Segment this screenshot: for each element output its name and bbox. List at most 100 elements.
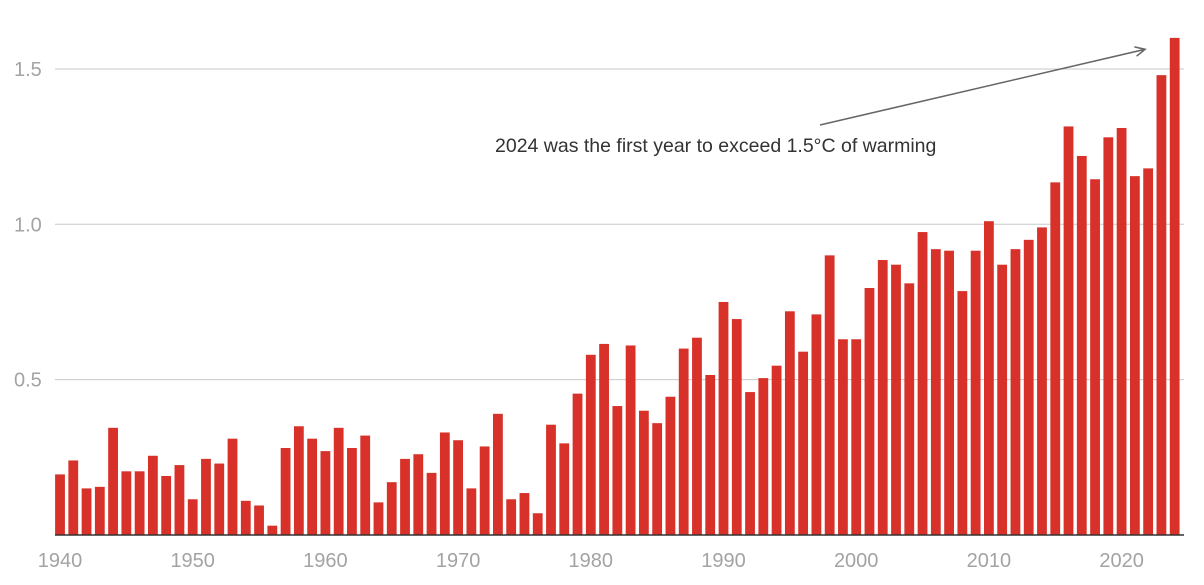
- bar-1960: [320, 451, 331, 535]
- bar-1988: [692, 337, 702, 535]
- bar-2001: [864, 287, 875, 535]
- bar-2019: [1103, 137, 1114, 535]
- bar-1965: [386, 482, 397, 535]
- bar-1941: [68, 460, 79, 535]
- bar-2012: [1010, 249, 1021, 535]
- bar-1955: [254, 505, 264, 535]
- bar-1980: [585, 354, 596, 535]
- bar-1972: [479, 446, 490, 535]
- bar-2018: [1090, 179, 1100, 535]
- bar-1968: [426, 472, 437, 535]
- bar-1950: [187, 499, 198, 535]
- bar-2008: [957, 291, 968, 535]
- bar-2014: [1037, 227, 1047, 536]
- y-tick-label: 1.0: [14, 214, 42, 236]
- bar-1951: [201, 458, 211, 535]
- bar-1962: [347, 448, 357, 535]
- bar-1967: [413, 454, 424, 535]
- bar-1956: [267, 525, 278, 535]
- bar-1993: [758, 378, 769, 535]
- bar-1986: [665, 396, 676, 535]
- annotation-arrow: [819, 48, 1146, 126]
- bars: [55, 37, 1180, 536]
- bar-2003: [891, 264, 901, 535]
- bar-1954: [240, 500, 251, 535]
- bar-1994: [771, 365, 782, 535]
- bar-2006: [930, 249, 941, 535]
- x-tick-label: 2010: [967, 550, 1012, 572]
- gridlines: [55, 68, 1184, 381]
- bar-2011: [997, 264, 1008, 535]
- bar-1970: [453, 440, 463, 535]
- bar-1987: [678, 348, 689, 535]
- bar-1946: [134, 471, 145, 535]
- bar-2022: [1143, 168, 1154, 535]
- bar-1948: [161, 475, 172, 535]
- bar-1999: [838, 339, 848, 535]
- bar-2021: [1129, 176, 1140, 536]
- bar-1953: [227, 438, 238, 535]
- bar-1961: [333, 427, 344, 535]
- bar-2016: [1063, 126, 1074, 535]
- x-tick-label: 1980: [569, 550, 614, 572]
- bar-1985: [652, 423, 663, 535]
- bar-1959: [307, 438, 318, 535]
- bar-1990: [718, 301, 729, 535]
- bar-1989: [705, 374, 716, 535]
- y-tick-label: 1.5: [14, 59, 42, 81]
- x-axis-ticks: 1940 1950 1960 1970 1980 1990 2000 2010 2020: [38, 550, 1144, 572]
- bar-1958: [293, 426, 304, 535]
- bar-2023: [1156, 75, 1167, 535]
- x-tick-label: 2000: [834, 550, 879, 572]
- bar-1952: [214, 463, 225, 535]
- bar-1991: [731, 319, 742, 535]
- bar-2002: [877, 260, 888, 535]
- bar-2010: [984, 221, 994, 535]
- bar-1997: [811, 314, 822, 535]
- bar-1957: [280, 448, 291, 535]
- annotation-text: 2024 was the first year to exceed 1.5°C …: [495, 135, 936, 157]
- bar-2004: [904, 283, 915, 535]
- bar-1947: [147, 455, 158, 535]
- bar-1984: [638, 410, 649, 535]
- bar-2000: [851, 339, 862, 535]
- bar-2017: [1076, 155, 1087, 536]
- bar-2013: [1023, 239, 1034, 535]
- x-tick-label: 1990: [701, 550, 746, 572]
- bar-1976: [532, 513, 543, 535]
- bar-1966: [400, 458, 410, 535]
- bar-1971: [466, 488, 477, 535]
- bar-1992: [745, 392, 755, 535]
- x-tick-label: 1940: [38, 550, 83, 572]
- bar-2020: [1116, 127, 1127, 535]
- bar-2024: [1169, 37, 1180, 535]
- bar-1973: [493, 413, 503, 535]
- bar-1963: [360, 435, 371, 535]
- bar-1982: [612, 406, 623, 535]
- annotation-arrowhead-icon: [1134, 46, 1147, 57]
- x-tick-label: 1970: [436, 550, 481, 572]
- bar-1974: [506, 499, 517, 535]
- bar-2015: [1050, 182, 1061, 535]
- bar-1944: [108, 427, 118, 535]
- annotation: 2024 was the first year to exceed 1.5°C …: [495, 46, 1147, 157]
- y-axis-ticks: 0.5 1.0 1.5: [14, 59, 42, 392]
- bar-1998: [824, 255, 835, 535]
- bar-1979: [572, 393, 583, 535]
- bar-2005: [917, 232, 928, 535]
- bar-1940: [55, 474, 65, 535]
- bar-1995: [784, 311, 795, 535]
- bar-1975: [519, 493, 530, 535]
- bar-1978: [559, 443, 570, 535]
- y-tick-label: 0.5: [14, 370, 42, 392]
- bar-1949: [174, 465, 185, 535]
- bar-2009: [970, 250, 981, 535]
- x-tick-label: 1950: [170, 550, 215, 572]
- bar-1964: [373, 502, 384, 535]
- bar-1942: [81, 488, 92, 535]
- bar-1943: [94, 486, 105, 535]
- bar-1996: [798, 351, 809, 535]
- bar-1945: [121, 471, 132, 535]
- x-tick-label: 2020: [1099, 550, 1144, 572]
